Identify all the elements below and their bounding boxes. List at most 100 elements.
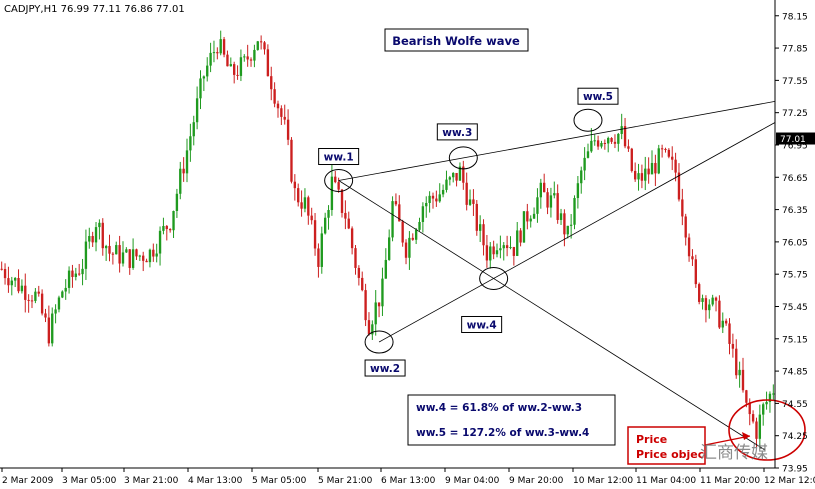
candle-body [364, 290, 367, 321]
candle-body [371, 324, 374, 335]
candle-body [108, 245, 111, 254]
candle-body [209, 52, 212, 66]
candle-body [377, 302, 381, 307]
wolfe-label: ww.5 [583, 91, 613, 103]
candle-body [216, 52, 219, 54]
candle-body [344, 212, 347, 219]
candle-body [445, 179, 448, 190]
wolfe-point-circle [479, 266, 509, 290]
candle-body [580, 170, 583, 184]
candle-body [199, 78, 202, 99]
candle-body [222, 39, 226, 55]
candle-body [61, 291, 64, 298]
candle-body [556, 193, 559, 220]
candle-body [512, 247, 516, 256]
candle-body [623, 126, 627, 147]
candle-body [388, 237, 391, 260]
target-arrowhead [742, 432, 750, 440]
y-tick-label: 76.95 [782, 141, 808, 151]
candle-body [334, 176, 337, 183]
wolfe-point-circle [364, 330, 394, 354]
candle-body [694, 259, 697, 285]
price-objective-text: Price objec [636, 448, 704, 461]
candle-body [391, 201, 394, 238]
candle-body [546, 192, 549, 208]
y-tick-label: 74.25 [782, 432, 808, 442]
candle-body [438, 194, 441, 202]
candle-body [148, 249, 152, 263]
candle-body [13, 277, 17, 281]
current-price-label: 77.01 [780, 135, 806, 145]
candle-body [698, 284, 701, 302]
candle-body [337, 182, 340, 190]
symbol-line: CADJPY,H1 76.99 77.11 76.86 77.01 [4, 4, 185, 15]
wolfe-point-circle [324, 169, 354, 193]
watermark: 汇商传媒 [700, 443, 768, 463]
candle-body [404, 242, 408, 258]
candle-body [526, 211, 529, 222]
labels-layer: ww.1 ww.2 ww.3 ww.4 ww.5 [318, 87, 619, 377]
candle-body [81, 268, 84, 275]
candle-body [586, 151, 590, 158]
current-price-marker [776, 132, 815, 145]
candle-body [569, 224, 573, 226]
candle-body [374, 302, 377, 325]
candle-body [650, 162, 654, 175]
candle-body [640, 173, 644, 181]
y-tick-label: 77.55 [782, 77, 808, 87]
candle-body [519, 230, 522, 243]
candle-body [465, 182, 468, 205]
wolfe-lines-layer [324, 100, 806, 461]
candle-body [202, 76, 206, 79]
candle-body [596, 140, 600, 147]
candle-body [762, 404, 765, 415]
candle-body [738, 369, 741, 376]
candle-body [516, 230, 519, 256]
candle-body [310, 215, 313, 221]
candle-body [485, 245, 489, 261]
candle-body [185, 150, 189, 174]
candle-body [168, 229, 172, 231]
candle-body [408, 237, 411, 258]
candle-body [273, 89, 276, 104]
y-tick-label: 75.45 [782, 303, 808, 313]
candle-body [768, 393, 772, 402]
candle-body [539, 182, 542, 198]
candle-body [553, 193, 556, 196]
candle-body [681, 199, 684, 217]
candle-body [17, 277, 20, 292]
candle-body [367, 320, 371, 335]
candle-body [394, 201, 398, 205]
candle-body [704, 298, 708, 311]
candle-body [212, 52, 216, 54]
candle-body [741, 369, 745, 391]
candle-body [660, 148, 664, 150]
x-tick-label: 9 Mar 20:00 [509, 476, 564, 486]
candle-body [357, 267, 361, 278]
candle-body [249, 59, 253, 61]
candle-body [478, 224, 482, 231]
candle-body [40, 293, 44, 314]
candle-body [583, 157, 586, 171]
wolfe-label: ww.3 [442, 127, 472, 139]
candle-body [229, 64, 232, 67]
candle-body [482, 224, 485, 246]
candle-body [667, 149, 671, 157]
candle-body [189, 136, 192, 151]
candle-body [340, 189, 344, 213]
candle-body [772, 393, 775, 395]
candle-body [755, 421, 758, 439]
candle-body [138, 255, 142, 257]
y-tick-label: 76.35 [782, 206, 808, 216]
candle-body [236, 74, 239, 76]
line-ww1-ww4 [338, 180, 766, 451]
candle-body [293, 181, 297, 189]
candle-body [401, 221, 404, 243]
candle-body [505, 245, 509, 249]
candle-body [67, 270, 71, 288]
candle-body [307, 197, 310, 216]
wolfe-label: ww.2 [370, 363, 400, 375]
candle-body [559, 213, 563, 220]
candle-body [495, 250, 499, 255]
candle-body [246, 56, 249, 60]
